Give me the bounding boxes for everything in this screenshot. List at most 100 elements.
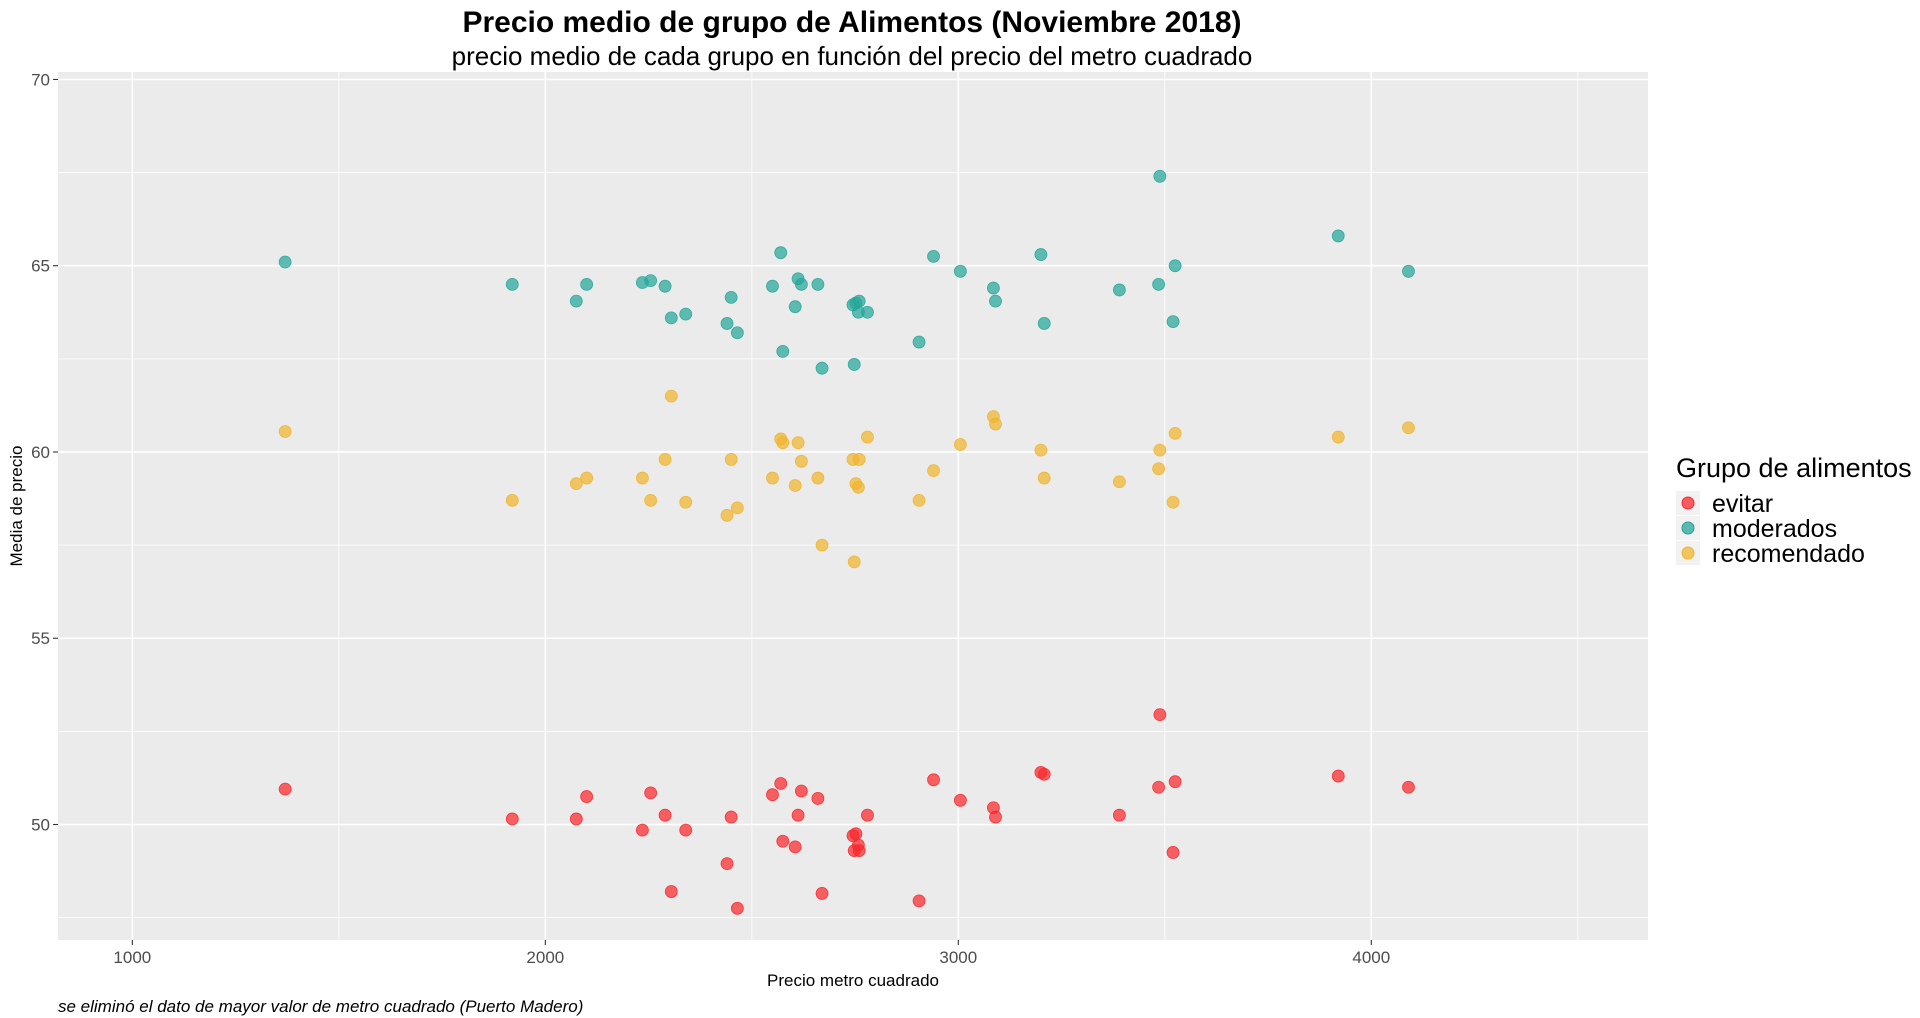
point-moderados (1168, 259, 1182, 273)
point-recomendado (724, 453, 738, 466)
point-evitar (1152, 780, 1166, 794)
point-evitar (278, 782, 292, 796)
point-recomendado (815, 538, 829, 552)
point-moderados (580, 277, 594, 291)
legend-label-moderados: moderados (1712, 515, 1837, 543)
point-moderados (794, 277, 808, 291)
point-evitar (953, 793, 967, 807)
point-moderados (730, 326, 744, 340)
point-evitar (811, 792, 825, 805)
point-recomendado (766, 471, 779, 485)
legend-title: Grupo de alimentos (1676, 453, 1912, 483)
point-evitar (1168, 775, 1182, 789)
point-evitar (1166, 846, 1180, 859)
point-evitar (766, 788, 779, 802)
point-recomendado (1166, 495, 1180, 509)
legend-swatch-recomendado (1681, 546, 1695, 560)
point-recomendado (989, 417, 1002, 431)
point-moderados (1153, 169, 1167, 183)
point-moderados (664, 311, 678, 325)
point-evitar (912, 894, 926, 908)
point-recomendado (852, 453, 866, 466)
point-moderados (811, 277, 825, 291)
point-moderados (987, 281, 1000, 295)
point-moderados (658, 279, 672, 293)
point-moderados (912, 335, 926, 349)
x-tick-label: 4000 (1352, 948, 1390, 967)
x-tick-label: 1000 (113, 948, 151, 967)
point-moderados (774, 246, 788, 260)
point-moderados (776, 344, 790, 358)
point-recomendado (851, 480, 865, 494)
x-tick-label: 3000 (939, 948, 977, 967)
point-evitar (788, 840, 802, 854)
y-tick-label: 50 (31, 816, 50, 835)
point-evitar (794, 784, 808, 798)
point-recomendado (953, 438, 967, 451)
point-moderados (569, 294, 583, 308)
x-axis-label: Precio metro cuadrado (767, 971, 939, 990)
point-recomendado (679, 495, 693, 509)
point-recomendado (730, 501, 744, 515)
y-tick-label: 60 (31, 443, 50, 462)
point-evitar (580, 790, 594, 803)
point-moderados (1402, 264, 1415, 278)
point-moderados (505, 277, 519, 291)
grid-minor (58, 72, 1648, 940)
point-evitar (791, 808, 805, 822)
legend-label-evitar: evitar (1712, 490, 1773, 518)
point-recomendado (664, 389, 678, 403)
point-moderados (644, 274, 658, 288)
point-recomendado (569, 477, 583, 491)
point-evitar (658, 808, 672, 822)
plot-panel (58, 72, 1648, 940)
point-evitar (776, 834, 790, 848)
point-moderados (1034, 248, 1048, 261)
point-evitar (1402, 780, 1415, 794)
point-recomendado (720, 508, 734, 522)
point-evitar (861, 808, 874, 822)
point-evitar (569, 812, 583, 826)
point-moderados (679, 307, 693, 321)
point-moderados (1166, 315, 1180, 328)
point-evitar (852, 844, 866, 857)
point-evitar (1331, 769, 1345, 783)
point-recomendado (1034, 443, 1048, 457)
point-recomendado (1168, 426, 1182, 440)
x-axis-ticks: 1000 2000 3000 4000 (113, 940, 1390, 967)
point-recomendado (1037, 471, 1051, 485)
point-evitar (644, 786, 658, 800)
point-moderados (1112, 283, 1126, 297)
point-moderados (927, 250, 940, 263)
point-recomendado (788, 479, 802, 492)
point-evitar (1153, 708, 1167, 722)
point-evitar (849, 827, 863, 841)
grid-major (58, 72, 1648, 940)
point-recomendado (580, 471, 594, 485)
point-evitar (724, 810, 738, 824)
point-recomendado (505, 494, 519, 507)
legend-label-recomendado: recomendado (1712, 540, 1865, 568)
point-recomendado (644, 494, 658, 507)
point-evitar (635, 823, 649, 837)
point-moderados (724, 290, 738, 304)
point-evitar (664, 885, 678, 898)
point-evitar (730, 901, 744, 915)
point-recomendado (791, 436, 805, 450)
point-moderados (989, 294, 1002, 308)
point-evitar (927, 773, 940, 787)
point-recomendado (1152, 462, 1166, 476)
point-evitar (505, 812, 519, 826)
point-moderados (861, 305, 874, 319)
legend-swatch-moderados (1681, 521, 1695, 535)
point-recomendado (927, 464, 940, 478)
point-recomendado (794, 454, 808, 468)
point-evitar (720, 857, 734, 871)
y-axis-label: Media de precio (7, 446, 26, 567)
x-tick-label: 2000 (526, 948, 564, 967)
point-recomendado (635, 471, 649, 485)
chart-caption: se eliminó el dato de mayor valor de met… (58, 997, 583, 1016)
point-recomendado (1153, 443, 1167, 457)
legend-swatch-evitar (1681, 496, 1695, 510)
